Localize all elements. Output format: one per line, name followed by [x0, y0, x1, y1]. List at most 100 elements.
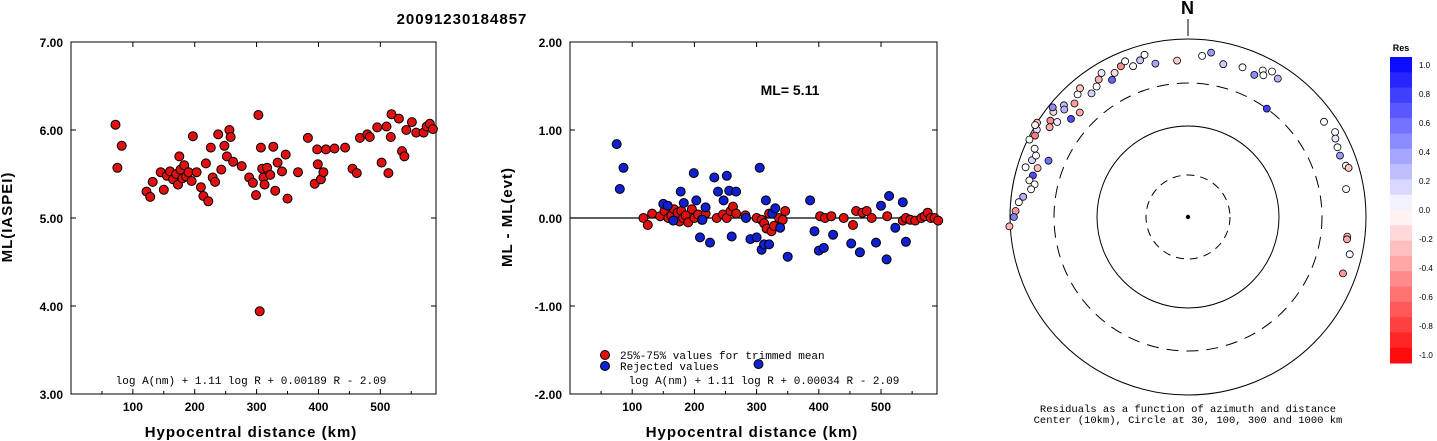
colorbar-cells — [1390, 57, 1412, 364]
rejected-value-point — [871, 237, 881, 248]
station-marker — [1136, 56, 1144, 65]
used-value-point — [866, 213, 877, 223]
rejected-value-point — [760, 195, 771, 206]
legend: 25%-75% values for trimmed mean Rejected… — [600, 350, 825, 374]
distance-ring-300km — [1053, 82, 1323, 352]
magnitude-point — [195, 182, 206, 193]
station-marker — [1031, 121, 1039, 129]
station-marker — [1048, 103, 1057, 112]
magnitude-point — [259, 179, 270, 190]
station-marker — [1097, 69, 1106, 77]
colorbar-cell — [1390, 148, 1412, 165]
station-marker — [1025, 176, 1034, 185]
station-marker — [1336, 151, 1344, 160]
station-marker — [1320, 117, 1328, 126]
plot2-ticks: 100 200 300 400 500 -2.00 -1.00 0.00 1.00 2.00 — [535, 36, 937, 414]
colorbar-cell — [1390, 179, 1412, 196]
x-tick-label: 300 — [747, 400, 767, 414]
magnitude-point — [427, 124, 438, 135]
ml-value-label: ML= 5.11 — [761, 82, 820, 98]
rejected-value-point — [700, 202, 711, 213]
colorbar-cell — [1390, 133, 1412, 150]
magnitude-point — [376, 157, 387, 168]
used-value-point — [780, 206, 791, 216]
y-tick-label: 6.00 — [40, 124, 64, 138]
magnitude-point — [372, 122, 383, 133]
plot1-y-axis-label: ML(IASPEI) — [0, 172, 16, 263]
colorbar-tick-label: 1.0 — [1419, 61, 1431, 70]
rejected-value-point — [726, 231, 737, 242]
colorbar-cell — [1390, 118, 1412, 134]
distance-rings — [1009, 38, 1367, 396]
magnitude-point — [254, 306, 265, 317]
station-marker — [1343, 235, 1351, 244]
plot2-x-axis-label: Hypocentral distance (km) — [646, 424, 859, 441]
station-marker — [1075, 108, 1084, 117]
station-marker — [1032, 151, 1040, 160]
magnitude-point — [116, 140, 127, 151]
magnitude-point — [381, 121, 392, 132]
plot2-points — [611, 139, 944, 370]
colorbar-tick-label: -0.2 — [1419, 235, 1433, 244]
rejected-value-point — [675, 186, 686, 197]
colorbar-tick-label: 0.2 — [1419, 177, 1431, 186]
used-value-point — [882, 211, 893, 222]
magnitude-point — [255, 142, 266, 153]
rejected-value-point — [775, 222, 786, 233]
colorbar-cell — [1390, 255, 1412, 272]
distance-ring-1000km — [1009, 38, 1367, 396]
y-tick-label: -2.00 — [535, 388, 563, 402]
station-marker — [1019, 192, 1028, 201]
magnitude-point — [219, 140, 230, 151]
rejected-value-point — [697, 214, 708, 225]
rejected-value-point — [718, 195, 729, 206]
station-marker — [1129, 62, 1137, 71]
station-marker — [1342, 185, 1350, 194]
rejected-value-point — [611, 139, 622, 150]
x-tick-label: 200 — [684, 400, 704, 414]
station-marker — [1030, 144, 1039, 153]
y-tick-label: 1.00 — [539, 124, 563, 138]
rejected-value-point — [805, 195, 816, 206]
north-label: N — [1181, 0, 1195, 18]
station-marker — [1345, 250, 1354, 259]
station-marker — [1033, 164, 1042, 173]
rejected-value-point — [754, 162, 765, 173]
colorbar-tick-label: 0.0 — [1419, 206, 1431, 215]
y-tick-label: 7.00 — [40, 36, 64, 50]
station-marker — [1121, 57, 1129, 66]
colorbar-cell — [1390, 57, 1412, 73]
magnitude-point — [302, 132, 313, 143]
rejected-value-point — [876, 200, 886, 211]
station-marker — [1087, 89, 1096, 98]
magnitude-point — [312, 159, 323, 170]
rejected-value-point — [782, 251, 793, 262]
station-marker — [1031, 131, 1039, 140]
rejected-value-point — [709, 172, 720, 183]
station-marker — [1044, 156, 1053, 165]
rejected-value-point — [753, 359, 764, 370]
used-value-point — [848, 220, 858, 230]
x-tick-label: 200 — [185, 400, 205, 414]
rejected-value-point — [695, 232, 705, 243]
station-markers — [1005, 48, 1354, 278]
colorbar-cell — [1390, 332, 1412, 349]
rejected-value-point — [713, 186, 723, 197]
magnitude-point — [158, 184, 169, 195]
magnitude-point — [200, 158, 211, 169]
colorbar-tick-label: 0.8 — [1419, 90, 1431, 99]
magnitude-point — [386, 109, 397, 120]
station-marker — [1273, 74, 1282, 83]
station-marker — [1025, 135, 1034, 144]
plot1-ticks: 100 200 300 400 500 3.00 4.00 5.00 6.00 7.00 — [40, 36, 436, 414]
rejected-value-point — [764, 239, 775, 250]
station-marker — [1117, 62, 1125, 71]
colorbar-title: Res — [1393, 43, 1410, 53]
magnitude-point — [318, 167, 329, 178]
magnitude-point — [145, 191, 156, 202]
station-marker — [1333, 143, 1342, 152]
magnitude-point — [213, 129, 224, 140]
magnitude-point — [340, 142, 351, 153]
magnitude-point — [187, 131, 198, 142]
